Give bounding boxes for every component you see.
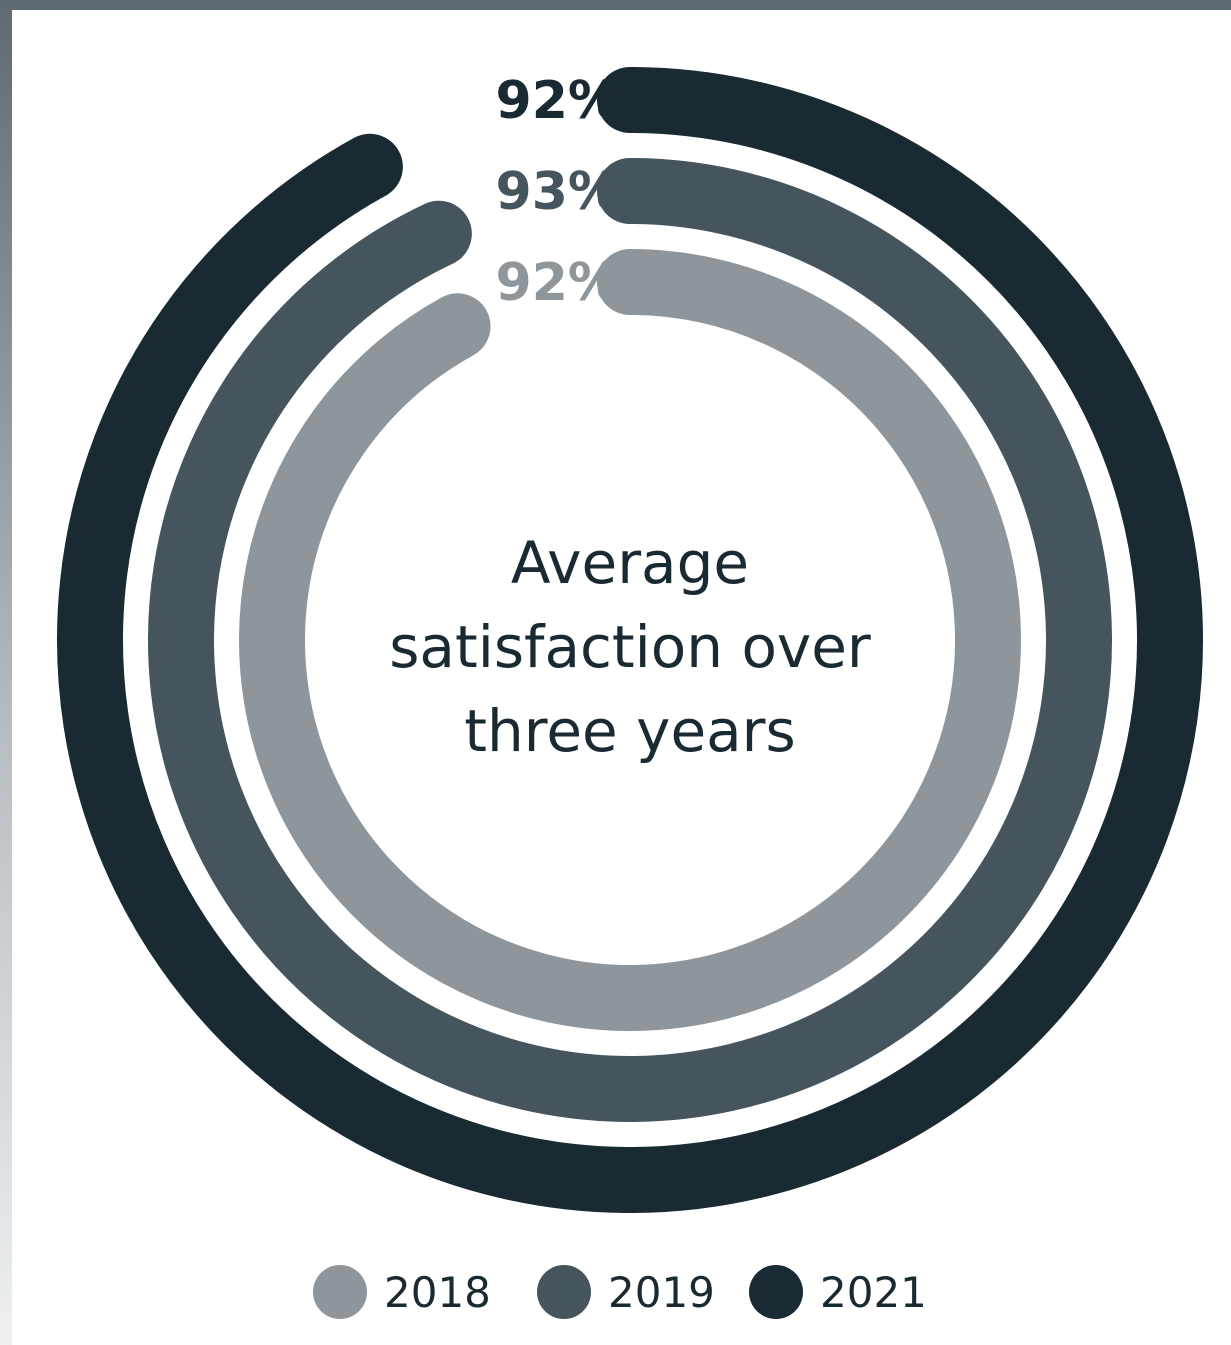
legend-label-2021: 2021	[820, 1268, 927, 1317]
ring-arc-2021	[57, 67, 1203, 1213]
value-label-2018: 92%	[496, 253, 620, 313]
value-labels: 92% 93% 92%	[496, 71, 620, 313]
ring-arc-2019	[148, 158, 1112, 1122]
center-title: Average satisfaction over three years	[389, 529, 871, 765]
legend-swatch-2021	[749, 1265, 803, 1319]
value-label-2021: 92%	[496, 71, 620, 131]
legend: 2018 2019 2021	[313, 1265, 927, 1319]
legend-swatch-2018	[313, 1265, 367, 1319]
center-title-line-3: three years	[464, 697, 796, 765]
value-label-2019: 93%	[496, 162, 620, 222]
rings	[57, 67, 1203, 1213]
legend-swatch-2019	[537, 1265, 591, 1319]
center-title-line-2: satisfaction over	[389, 613, 871, 681]
legend-label-2019: 2019	[608, 1268, 715, 1317]
legend-label-2018: 2018	[384, 1268, 491, 1317]
center-title-line-1: Average	[511, 529, 749, 597]
ring-arc-2018	[239, 249, 1021, 1031]
